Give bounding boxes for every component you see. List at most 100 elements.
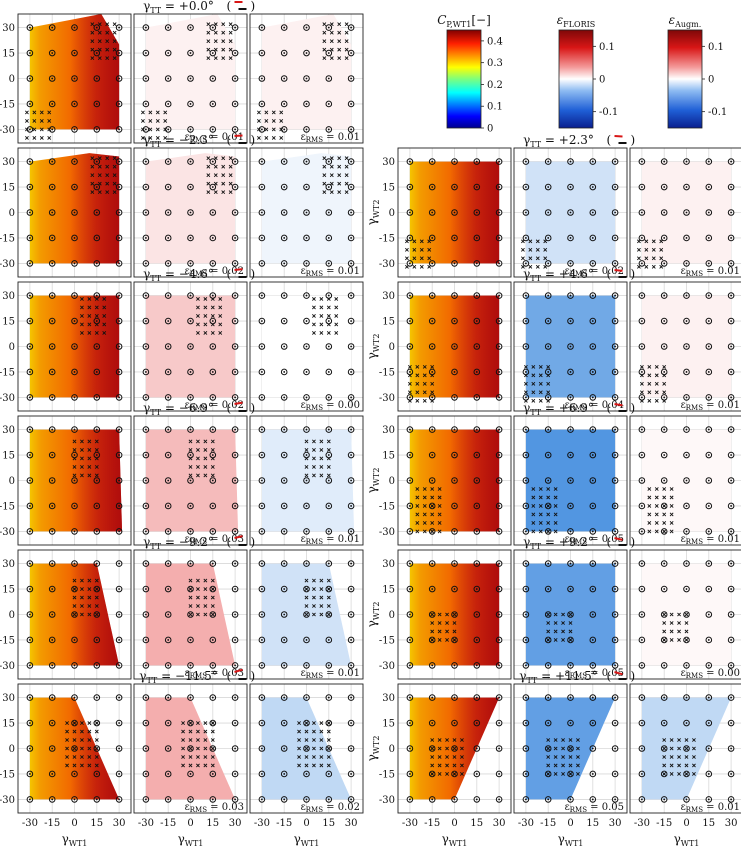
measurement-point-center bbox=[283, 722, 286, 724]
measurement-point-center bbox=[350, 77, 353, 80]
measurement-point-center bbox=[305, 530, 308, 533]
x-tick-label: -30 bbox=[518, 818, 534, 829]
measurement-point bbox=[705, 502, 713, 510]
cross-marker bbox=[326, 578, 331, 583]
measurement-point-center bbox=[640, 722, 643, 724]
measurement-point-center bbox=[28, 798, 31, 801]
rms-label: εRMS = 0.03 bbox=[185, 668, 244, 680]
cross-marker bbox=[654, 487, 659, 491]
cross-marker bbox=[568, 738, 573, 742]
measurement-point-center bbox=[211, 613, 214, 616]
measurement-point bbox=[473, 745, 481, 752]
cross-marker bbox=[228, 190, 233, 195]
cross-marker bbox=[437, 529, 442, 534]
measurement-point-center bbox=[283, 294, 286, 297]
measurement-point bbox=[231, 502, 239, 510]
measurement-point bbox=[231, 694, 239, 701]
measurement-point-center bbox=[663, 696, 666, 699]
measurement-point bbox=[347, 260, 355, 267]
measurement-point bbox=[48, 694, 56, 701]
measurement-point bbox=[660, 183, 668, 191]
cross-marker bbox=[47, 119, 52, 123]
measurement-point-center bbox=[408, 345, 411, 348]
measurement-point bbox=[428, 394, 436, 401]
measurement-point-center bbox=[51, 211, 54, 214]
measurement-point bbox=[115, 126, 123, 133]
cross-marker bbox=[148, 119, 153, 123]
cross-marker bbox=[437, 763, 442, 768]
measurement-point-center bbox=[498, 696, 501, 699]
measurement-point-center bbox=[431, 428, 434, 431]
measurement-point-center bbox=[614, 186, 617, 188]
measurement-point bbox=[428, 292, 436, 299]
measurement-point-center bbox=[305, 128, 308, 131]
cross-marker bbox=[326, 439, 331, 444]
measurement-point-center bbox=[453, 237, 456, 239]
measurement-point-center bbox=[260, 696, 263, 699]
cross-marker bbox=[445, 638, 449, 642]
panel-floris-case-4: εRMS = 0.04 bbox=[513, 281, 628, 412]
measurement-point-center bbox=[327, 613, 330, 616]
cross-marker bbox=[203, 473, 208, 478]
measurement-point bbox=[258, 317, 266, 325]
panel-cp-case-9 bbox=[17, 683, 132, 814]
measurement-point-center bbox=[640, 237, 643, 239]
measurement-point bbox=[280, 183, 288, 191]
cross-marker bbox=[90, 156, 95, 161]
measurement-point-center bbox=[260, 479, 263, 482]
cross-marker bbox=[97, 173, 102, 178]
measurement-point-center bbox=[28, 345, 31, 348]
y-tick-label: 15 bbox=[2, 317, 15, 328]
measurement-point bbox=[589, 611, 597, 618]
measurement-point bbox=[164, 100, 172, 108]
measurement-point bbox=[638, 317, 646, 325]
measurement-point bbox=[48, 158, 56, 165]
cross-marker bbox=[319, 587, 324, 591]
measurement-point-center bbox=[28, 588, 31, 590]
measurement-point-center bbox=[73, 160, 76, 163]
measurement-point-center bbox=[118, 639, 121, 641]
measurement-point bbox=[727, 560, 735, 567]
measurement-point-center bbox=[453, 588, 456, 590]
measurement-point-center bbox=[260, 588, 263, 590]
cross-marker bbox=[94, 755, 99, 759]
cross-marker bbox=[561, 621, 565, 625]
measurement-point bbox=[26, 368, 34, 376]
cross-marker bbox=[87, 721, 92, 725]
measurement-point-center bbox=[211, 530, 214, 533]
cross-marker bbox=[87, 578, 92, 583]
cross-marker bbox=[228, 47, 233, 52]
icon-paren-close: ) bbox=[251, 401, 256, 415]
measurement-point bbox=[705, 585, 713, 593]
measurement-point-center bbox=[73, 588, 76, 590]
cross-marker bbox=[210, 473, 215, 478]
measurement-point bbox=[611, 528, 619, 535]
measurement-point-center bbox=[73, 52, 76, 54]
measurement-point bbox=[164, 209, 172, 216]
cross-marker bbox=[669, 512, 674, 517]
cross-marker bbox=[97, 30, 102, 35]
y-tick-label: -30 bbox=[0, 125, 15, 136]
cross-marker bbox=[460, 746, 464, 751]
measurement-point bbox=[26, 394, 34, 401]
cross-marker bbox=[196, 587, 200, 591]
measurement-point bbox=[406, 796, 414, 803]
measurement-point bbox=[26, 317, 34, 325]
measurement-point bbox=[164, 719, 172, 727]
measurement-point-center bbox=[327, 454, 330, 456]
measurement-point-center bbox=[350, 613, 353, 616]
measurement-point-center bbox=[730, 262, 733, 265]
measurement-point-center bbox=[524, 345, 527, 348]
cross-marker bbox=[297, 755, 301, 759]
measurement-point-center bbox=[569, 320, 572, 322]
measurement-point bbox=[727, 426, 735, 433]
measurement-point bbox=[638, 451, 646, 459]
measurement-point-center bbox=[234, 747, 237, 750]
measurement-point bbox=[451, 158, 458, 165]
measurement-point-center bbox=[569, 428, 572, 431]
measurement-point-center bbox=[614, 237, 617, 239]
cross-marker bbox=[669, 487, 674, 491]
measurement-point bbox=[258, 528, 266, 535]
measurement-point-center bbox=[260, 237, 263, 239]
measurement-point bbox=[164, 317, 172, 325]
